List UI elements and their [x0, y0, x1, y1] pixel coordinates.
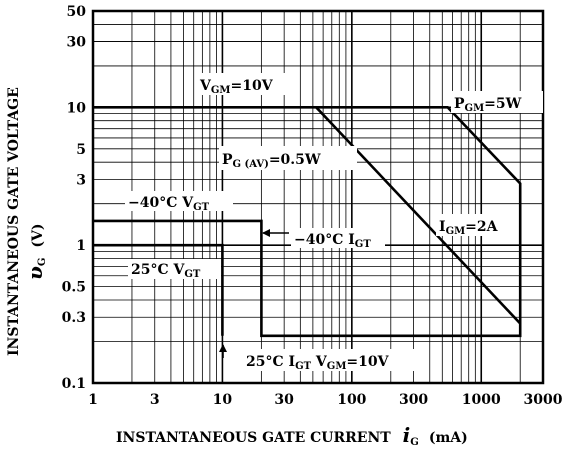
- x-tick-label: 300: [399, 392, 428, 408]
- curve-0: [93, 106, 522, 338]
- curve-1: [93, 243, 224, 336]
- igt-25-label: 25°C IGT VGM=10V: [246, 354, 390, 372]
- pgm-label: PGM=5W: [454, 96, 522, 114]
- y-tick-label: 5: [76, 142, 86, 158]
- igt-m40-arrow: [262, 229, 289, 237]
- y-tick-labels: 50 30 10 5 3 1 0.5 0.3 0.1: [62, 4, 87, 392]
- igt-m40-label-bg: [291, 228, 385, 248]
- y-tick-label: 0.1: [62, 376, 86, 392]
- curve-2: [315, 106, 522, 325]
- x-tick-labels: 1 3 10 30 100 300 1000 3000: [88, 392, 563, 408]
- vgt-25-label-bg: [128, 259, 221, 279]
- y-axis-symbol: υG(V): [23, 223, 48, 280]
- vgt-25-label: 25°C VGT: [131, 262, 201, 280]
- x-tick-label: 3: [150, 392, 160, 408]
- igt-25-arrow: [219, 344, 227, 358]
- x-tick-label: 100: [337, 392, 366, 408]
- y-tick-label: 3: [76, 172, 86, 188]
- igm-label-bg: [436, 214, 516, 236]
- x-tick-label: 30: [274, 392, 294, 408]
- vgm-label-bg: [197, 73, 297, 95]
- y-tick-label: 0.5: [62, 280, 86, 296]
- y-tick-label: 0.3: [62, 310, 86, 326]
- igm-label: IGM=2A: [439, 219, 499, 237]
- plot-frame: [91, 9, 545, 385]
- vgm-label: VGM=10V: [199, 78, 274, 96]
- pgav-label-bg: [219, 146, 357, 170]
- igt-m40-label: −40°C IGT: [294, 232, 371, 250]
- curves: [93, 106, 522, 338]
- x-tick-label: 3000: [524, 392, 563, 408]
- vgt-m40-label: −40°C VGT: [128, 195, 210, 213]
- x-tick-label: 1000: [462, 392, 501, 408]
- pgm-label-bg: [451, 91, 543, 113]
- y-tick-label: 50: [67, 4, 87, 20]
- pgav-label: PG (AV)=0.5W: [222, 152, 321, 170]
- y-tick-label: 10: [67, 100, 87, 116]
- x-axis-label: INSTANTANEOUS GATE CURRENT iG (mA): [116, 423, 468, 448]
- y-tick-label: 1: [76, 238, 86, 254]
- vgt-m40-label-bg: [125, 191, 233, 211]
- x-tick-label: 10: [213, 392, 233, 408]
- y-axis-label: INSTANTANEOUS GATE VOLTAGE: [6, 87, 22, 356]
- igt-25-label-bg: [243, 349, 429, 371]
- y-tick-label: 30: [67, 35, 87, 51]
- x-tick-label: 1: [88, 392, 98, 408]
